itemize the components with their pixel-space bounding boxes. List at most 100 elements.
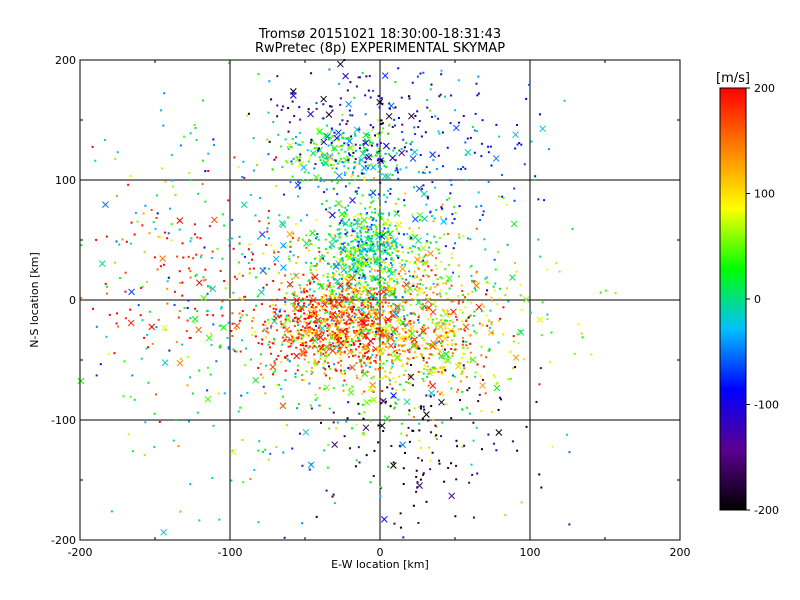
data-point <box>409 363 412 366</box>
data-point-x <box>522 296 530 303</box>
data-point <box>370 223 373 226</box>
data-point <box>284 138 287 141</box>
data-point <box>371 353 374 356</box>
data-point <box>429 241 432 244</box>
data-point <box>424 306 427 309</box>
x-tick-label: -200 <box>68 546 93 559</box>
data-point <box>403 263 406 266</box>
data-point-x <box>429 382 437 390</box>
data-point-x <box>367 384 374 392</box>
data-point-x <box>322 132 329 139</box>
data-point <box>357 299 360 302</box>
data-point <box>372 217 375 220</box>
data-point-x <box>347 389 355 396</box>
data-point <box>289 333 292 336</box>
data-point <box>442 282 445 285</box>
data-point <box>271 342 274 345</box>
data-point <box>297 403 300 406</box>
data-point <box>371 129 374 132</box>
data-point <box>409 143 412 146</box>
data-point <box>374 278 377 281</box>
data-point-x <box>416 482 423 489</box>
data-point <box>370 286 373 289</box>
data-point <box>330 105 333 108</box>
data-point <box>360 293 363 296</box>
data-point <box>498 195 501 198</box>
data-point <box>410 140 413 143</box>
data-point <box>377 282 380 285</box>
data-point <box>440 391 443 394</box>
data-point <box>324 368 327 371</box>
data-point <box>378 315 381 318</box>
data-point <box>336 239 339 242</box>
data-point <box>366 254 369 257</box>
data-point <box>278 310 281 313</box>
data-point <box>397 232 400 235</box>
data-point <box>278 288 281 291</box>
data-point <box>332 274 335 277</box>
data-point <box>359 267 362 270</box>
data-point <box>367 296 370 299</box>
data-point <box>406 362 409 365</box>
data-point <box>354 133 357 136</box>
data-point <box>344 329 347 332</box>
data-point <box>314 324 317 327</box>
data-point <box>311 346 314 349</box>
data-point-x <box>452 124 460 132</box>
data-point <box>385 287 388 290</box>
data-point <box>402 251 405 254</box>
data-point <box>497 319 500 322</box>
data-point-x <box>303 240 310 247</box>
data-point <box>440 215 443 218</box>
data-point <box>428 171 431 174</box>
data-point <box>415 262 418 265</box>
data-point <box>393 289 396 292</box>
data-point <box>277 251 280 254</box>
data-point <box>108 313 111 316</box>
data-point <box>480 303 483 306</box>
data-point <box>386 218 389 221</box>
data-point <box>295 261 298 264</box>
data-point <box>249 193 252 196</box>
data-point <box>393 280 396 283</box>
data-point <box>450 284 453 287</box>
data-point <box>387 353 390 356</box>
data-point <box>425 165 428 168</box>
data-point <box>356 192 359 195</box>
data-point <box>302 179 305 182</box>
data-point <box>474 285 477 288</box>
data-point <box>350 222 353 225</box>
data-point <box>287 130 290 133</box>
data-point <box>332 411 335 414</box>
data-point <box>156 268 159 271</box>
data-point <box>371 216 374 219</box>
data-point <box>342 313 345 316</box>
data-point <box>487 349 490 352</box>
data-point <box>397 177 400 180</box>
data-point <box>293 339 296 342</box>
data-point <box>372 325 375 328</box>
data-point-x <box>280 321 287 328</box>
data-point <box>291 292 294 295</box>
data-point <box>337 361 340 364</box>
data-point <box>353 343 356 346</box>
data-point-x <box>416 287 424 295</box>
data-point <box>342 384 345 387</box>
data-point <box>402 323 405 326</box>
data-point <box>273 315 276 318</box>
data-point <box>273 158 276 161</box>
data-point <box>341 136 344 139</box>
data-point <box>425 240 428 243</box>
data-point <box>357 340 360 343</box>
data-point <box>436 283 439 286</box>
data-point <box>265 283 268 286</box>
data-point <box>291 175 294 178</box>
data-point <box>460 372 463 375</box>
data-point <box>463 329 466 332</box>
data-point <box>304 298 307 301</box>
data-point <box>387 275 390 278</box>
y-tick-label: 0 <box>69 294 76 307</box>
data-point <box>273 311 276 314</box>
data-point <box>444 327 447 330</box>
data-point <box>431 318 434 321</box>
